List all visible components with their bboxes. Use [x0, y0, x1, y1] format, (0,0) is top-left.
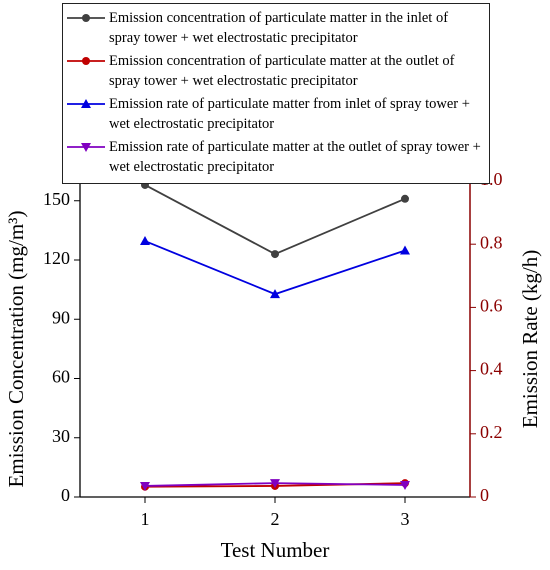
y2-tick-label: 0.4: [480, 359, 503, 379]
x-tick-label: 2: [271, 509, 280, 529]
data-point: [400, 245, 410, 255]
y-tick-label: 120: [43, 248, 70, 268]
legend-marker: [81, 143, 91, 152]
y-axis-title: Emission Concentration (mg/m³): [4, 211, 28, 488]
legend-marker: [81, 99, 91, 108]
legend-entry: Emission concentration of particulate ma…: [63, 8, 489, 48]
y2-tick-label: 0.2: [480, 422, 503, 442]
y-tick-label: 90: [52, 307, 70, 327]
series-line: [144, 184, 406, 256]
x-tick-label: 3: [401, 509, 410, 529]
x-axis-title: Test Number: [221, 538, 330, 562]
legend-label: Emission concentration of particulate ma…: [109, 10, 449, 46]
legend-entry: Emission concentration of particulate ma…: [63, 51, 489, 91]
legend-icon: [67, 143, 105, 152]
y-tick-label: 150: [43, 189, 70, 209]
y2-tick-label: 0: [480, 485, 489, 505]
legend-entry: Emission rate of particulate matter at t…: [63, 137, 489, 177]
legend-marker: [82, 14, 90, 22]
legend-label: Emission rate of particulate matter at t…: [109, 139, 481, 175]
data-point: [401, 194, 409, 203]
data-point: [140, 236, 150, 246]
data-point: [270, 479, 280, 489]
data-point: [140, 481, 150, 491]
y2-axis-title: Emission Rate (kg/h): [518, 250, 542, 428]
legend-marker: [82, 57, 90, 65]
legend-label: Emission concentration of particulate ma…: [109, 53, 455, 89]
legend: Emission concentration of particulate ma…: [62, 3, 490, 184]
y-tick-label: 30: [52, 426, 70, 446]
series-line: [144, 240, 406, 296]
y2-tick-label: 0.8: [480, 232, 503, 252]
legend-entry: Emission rate of particulate matter from…: [63, 94, 489, 134]
y-tick-label: 0: [61, 485, 70, 505]
data-point: [271, 250, 279, 259]
x-tick-label: 1: [141, 509, 150, 529]
legend-icon: [67, 57, 105, 65]
legend-icon: [67, 14, 105, 22]
y-tick-label: 60: [52, 367, 70, 387]
y2-tick-label: 0.6: [480, 296, 503, 316]
legend-label: Emission rate of particulate matter from…: [109, 96, 470, 132]
data-point: [400, 480, 410, 490]
data-point: [270, 289, 280, 299]
legend-icon: [67, 99, 105, 108]
